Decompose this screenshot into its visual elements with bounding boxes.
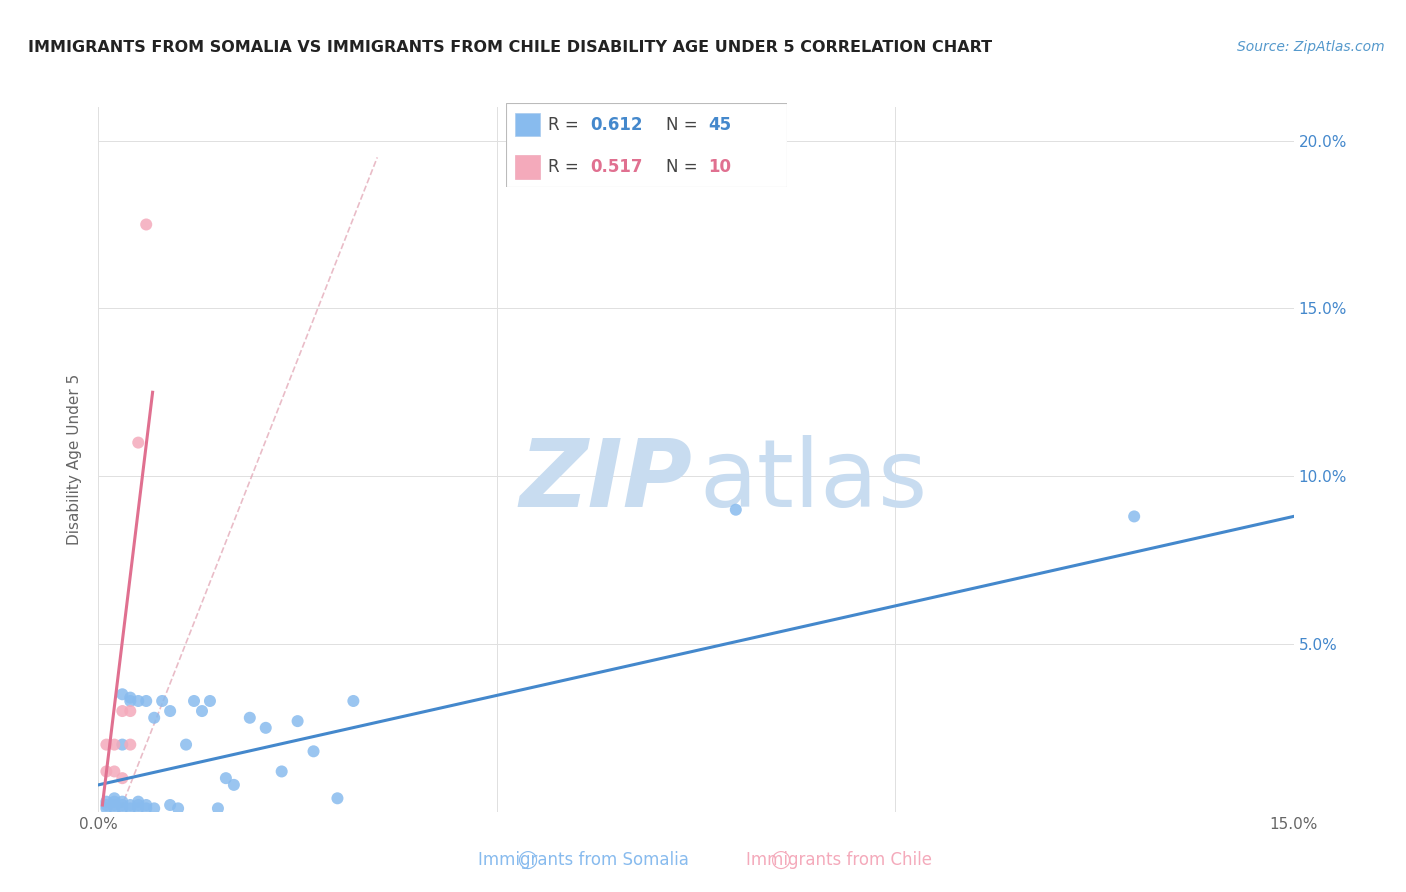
Point [1123, 509, 1146, 524]
Point [103, 764, 125, 779]
Point [270, 764, 292, 779]
Point [183, 694, 205, 708]
Point [111, 704, 134, 718]
Point [191, 704, 214, 718]
Point [198, 694, 221, 708]
Text: atlas: atlas [700, 434, 928, 526]
Point [215, 771, 238, 785]
Point [326, 791, 349, 805]
Point [103, 738, 125, 752]
Point [103, 791, 125, 805]
Point [103, 797, 125, 812]
Point [143, 801, 166, 815]
Point [120, 694, 142, 708]
Point [103, 801, 125, 815]
Point [127, 797, 149, 812]
Point [120, 690, 142, 705]
FancyBboxPatch shape [515, 155, 540, 178]
Point [342, 694, 364, 708]
Point [222, 778, 245, 792]
Point [150, 694, 173, 708]
Point [111, 797, 134, 812]
Point [135, 694, 157, 708]
Text: 45: 45 [709, 116, 731, 134]
Point [111, 687, 134, 701]
Point [96, 801, 118, 815]
Point [127, 801, 149, 815]
FancyBboxPatch shape [515, 112, 540, 136]
Text: R =: R = [548, 158, 585, 176]
Point [127, 795, 149, 809]
Point [111, 795, 134, 809]
Text: Immigrants from Chile: Immigrants from Chile [747, 851, 932, 869]
Point [135, 801, 157, 815]
Point [724, 502, 747, 516]
Point [120, 797, 142, 812]
Point [96, 795, 118, 809]
Y-axis label: Disability Age Under 5: Disability Age Under 5 [67, 374, 83, 545]
Text: IMMIGRANTS FROM SOMALIA VS IMMIGRANTS FROM CHILE DISABILITY AGE UNDER 5 CORRELAT: IMMIGRANTS FROM SOMALIA VS IMMIGRANTS FR… [28, 40, 993, 55]
Point [143, 711, 166, 725]
Point [302, 744, 325, 758]
Point [96, 764, 118, 779]
Text: ZIP: ZIP [519, 434, 692, 526]
Point [103, 795, 125, 809]
Point [135, 797, 157, 812]
Point [254, 721, 277, 735]
Text: 0.517: 0.517 [591, 158, 643, 176]
Point [96, 738, 118, 752]
Point [120, 801, 142, 815]
Point [111, 738, 134, 752]
Point [159, 797, 181, 812]
Text: ◯: ◯ [770, 851, 790, 869]
Point [159, 704, 181, 718]
Text: Immigrants from Somalia: Immigrants from Somalia [478, 851, 689, 869]
Point [96, 797, 118, 812]
Point [111, 801, 134, 815]
Text: N =: N = [666, 116, 703, 134]
Point [207, 801, 229, 815]
Point [127, 435, 149, 450]
FancyBboxPatch shape [506, 103, 787, 187]
Point [135, 218, 157, 232]
Point [174, 738, 197, 752]
Text: Source: ZipAtlas.com: Source: ZipAtlas.com [1237, 40, 1385, 54]
Point [167, 801, 190, 815]
Text: 10: 10 [709, 158, 731, 176]
Point [127, 694, 149, 708]
Point [287, 714, 309, 728]
Text: 0.612: 0.612 [591, 116, 643, 134]
Point [239, 711, 262, 725]
Text: N =: N = [666, 158, 703, 176]
Text: R =: R = [548, 116, 585, 134]
Text: ◯: ◯ [517, 851, 537, 869]
Point [120, 704, 142, 718]
Point [111, 771, 134, 785]
Point [120, 738, 142, 752]
